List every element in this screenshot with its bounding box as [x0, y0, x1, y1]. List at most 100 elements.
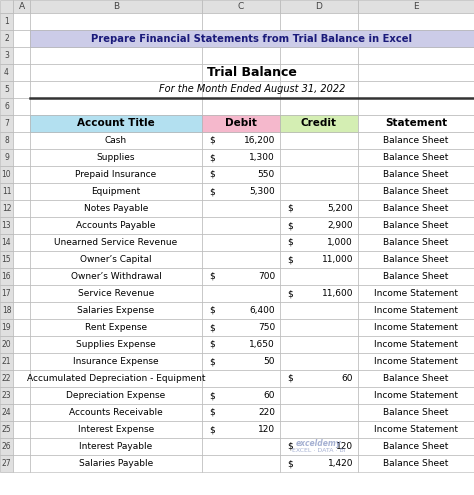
- Bar: [280, 387, 358, 404]
- Bar: [30, 13, 202, 30]
- Bar: [13, 421, 30, 438]
- Text: 50: 50: [264, 357, 275, 366]
- Bar: [202, 370, 280, 387]
- Text: Equipment: Equipment: [91, 187, 141, 196]
- Bar: [0, 353, 13, 370]
- Text: Depreciation Expense: Depreciation Expense: [66, 391, 165, 400]
- Bar: [202, 251, 280, 268]
- Text: Balance Sheet: Balance Sheet: [383, 459, 449, 468]
- Bar: [202, 166, 280, 183]
- Bar: [0, 234, 13, 251]
- Text: Supplies Expense: Supplies Expense: [76, 340, 156, 349]
- Bar: [358, 132, 474, 149]
- Text: A: A: [18, 2, 25, 11]
- Text: 6,400: 6,400: [249, 306, 275, 315]
- Bar: [358, 47, 474, 64]
- Bar: [0, 370, 13, 387]
- Bar: [202, 319, 280, 336]
- Bar: [13, 200, 30, 217]
- Text: 20: 20: [2, 340, 11, 349]
- Bar: [13, 166, 30, 183]
- Bar: [13, 234, 30, 251]
- Bar: [0, 404, 13, 421]
- Bar: [280, 30, 358, 47]
- Bar: [0, 455, 13, 472]
- Bar: [30, 98, 202, 115]
- Bar: [0, 132, 13, 149]
- Bar: [13, 81, 30, 98]
- Text: $: $: [287, 238, 293, 247]
- Text: 22: 22: [2, 374, 11, 383]
- Bar: [358, 0, 474, 13]
- Bar: [30, 115, 202, 132]
- Bar: [280, 234, 358, 251]
- Bar: [0, 302, 13, 319]
- Bar: [280, 0, 358, 13]
- Text: 12: 12: [2, 204, 11, 213]
- Text: 1,000: 1,000: [327, 238, 353, 247]
- Text: 2,900: 2,900: [328, 221, 353, 230]
- Text: Income Statement: Income Statement: [374, 323, 458, 332]
- Bar: [13, 302, 30, 319]
- Bar: [202, 200, 280, 217]
- Bar: [202, 47, 280, 64]
- Bar: [280, 81, 358, 98]
- Bar: [30, 200, 202, 217]
- Bar: [202, 115, 280, 132]
- Bar: [280, 421, 358, 438]
- Text: $: $: [287, 221, 293, 230]
- Bar: [202, 217, 280, 234]
- Text: 5,200: 5,200: [328, 204, 353, 213]
- Text: 60: 60: [264, 391, 275, 400]
- Text: $: $: [287, 459, 293, 468]
- Text: 13: 13: [2, 221, 11, 230]
- Bar: [280, 183, 358, 200]
- Bar: [280, 13, 358, 30]
- Bar: [202, 455, 280, 472]
- Bar: [358, 149, 474, 166]
- Bar: [280, 404, 358, 421]
- Text: 700: 700: [258, 272, 275, 281]
- Text: Income Statement: Income Statement: [374, 425, 458, 434]
- Text: 9: 9: [4, 153, 9, 162]
- Text: $: $: [209, 272, 215, 281]
- Text: 24: 24: [2, 408, 11, 417]
- Text: Interest Expense: Interest Expense: [78, 425, 154, 434]
- Text: E: E: [413, 2, 419, 11]
- Text: Balance Sheet: Balance Sheet: [383, 221, 449, 230]
- Bar: [13, 387, 30, 404]
- Text: 16: 16: [2, 272, 11, 281]
- Bar: [30, 421, 202, 438]
- Bar: [30, 183, 202, 200]
- Bar: [202, 81, 280, 98]
- Text: D: D: [316, 2, 322, 11]
- Bar: [202, 353, 280, 370]
- Text: Owner’s Withdrawal: Owner’s Withdrawal: [71, 272, 162, 281]
- Bar: [13, 455, 30, 472]
- Bar: [280, 370, 358, 387]
- Text: B: B: [113, 2, 119, 11]
- Bar: [280, 149, 358, 166]
- Bar: [358, 387, 474, 404]
- Text: 6: 6: [4, 102, 9, 111]
- Text: $: $: [209, 340, 215, 349]
- Text: 5: 5: [4, 85, 9, 94]
- Text: Service Revenue: Service Revenue: [78, 289, 154, 298]
- Bar: [0, 268, 13, 285]
- Text: Balance Sheet: Balance Sheet: [383, 408, 449, 417]
- Text: Accounts Payable: Accounts Payable: [76, 221, 156, 230]
- Bar: [13, 353, 30, 370]
- Bar: [358, 353, 474, 370]
- Bar: [280, 319, 358, 336]
- Bar: [0, 149, 13, 166]
- Text: 27: 27: [2, 459, 11, 468]
- Bar: [30, 0, 202, 13]
- Text: C: C: [238, 2, 244, 11]
- Bar: [202, 183, 280, 200]
- Text: $: $: [209, 425, 215, 434]
- Bar: [358, 336, 474, 353]
- Text: 8: 8: [4, 136, 9, 145]
- Bar: [13, 0, 30, 13]
- Bar: [280, 115, 358, 132]
- Bar: [202, 64, 280, 81]
